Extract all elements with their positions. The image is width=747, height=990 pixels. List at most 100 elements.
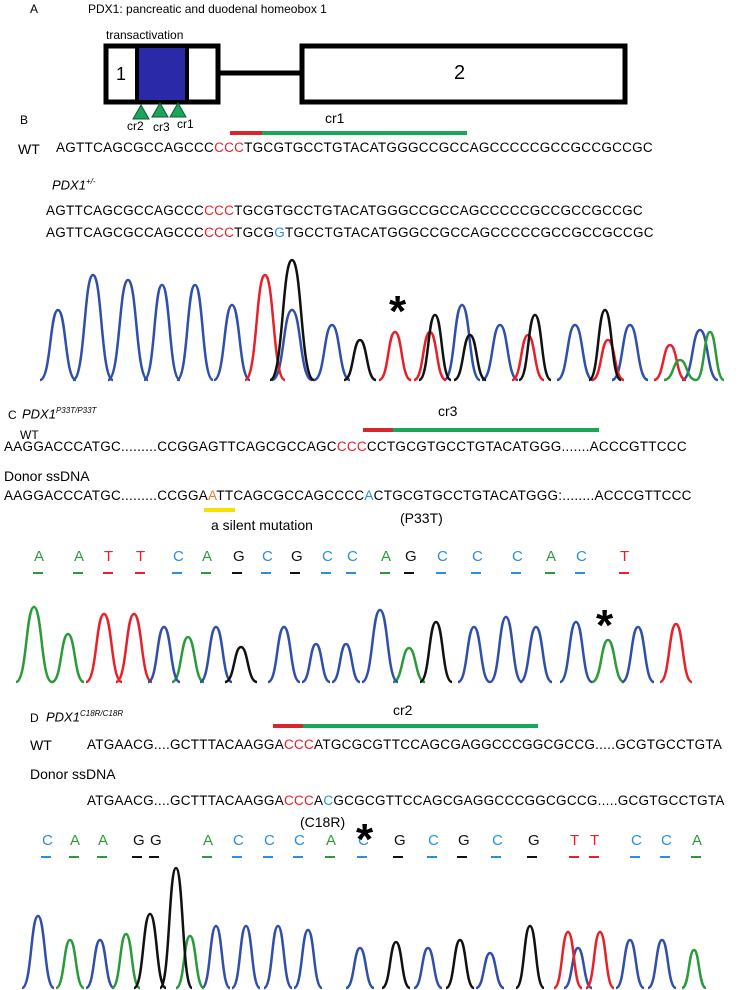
guide-label-cr3-c: cr3	[438, 403, 458, 419]
base-tick	[33, 572, 43, 574]
base-call: A	[98, 832, 109, 849]
pam-bar-c	[363, 428, 393, 432]
base-call: G	[150, 832, 162, 849]
base-tick	[527, 856, 537, 858]
asterisk-b: *	[389, 287, 407, 336]
base-call: A	[203, 832, 214, 849]
base-call: G	[405, 548, 417, 565]
wt-label-d: WT	[30, 737, 52, 753]
base-call: C	[358, 832, 369, 849]
base-tick	[545, 572, 555, 574]
base-call: G	[528, 832, 540, 849]
base-call: T	[590, 832, 600, 849]
base-call: C	[322, 548, 333, 565]
base-tick	[357, 856, 367, 858]
base-tick	[135, 572, 145, 574]
base-tick	[569, 856, 579, 858]
base-call: A	[34, 548, 45, 565]
base-tick	[97, 856, 107, 858]
base-tick	[132, 856, 142, 858]
base-call: A	[74, 548, 85, 565]
base-call: A	[326, 832, 337, 849]
guide-bar-c	[393, 428, 599, 432]
trace-black	[268, 258, 623, 382]
base-tick	[69, 856, 79, 858]
base-tick	[73, 572, 83, 574]
guide-bar-d	[303, 724, 538, 728]
trace-blue	[39, 273, 719, 382]
base-tick	[325, 856, 335, 858]
base-call: C	[512, 548, 523, 565]
base-call: T	[104, 548, 114, 565]
guide-arrow-cr3	[151, 101, 169, 118]
donor-label-c: Donor ssDNA	[4, 468, 90, 484]
silent-mutation-label: a silent mutation	[211, 517, 313, 533]
base-call: G	[133, 832, 145, 849]
guide-label-cr1-b: cr1	[325, 110, 345, 126]
base-call: C	[262, 548, 273, 565]
base-tick	[346, 572, 356, 574]
base-call: T	[570, 832, 580, 849]
gene-title: PDX1: pancreatic and duodenal homeobox 1	[88, 2, 327, 16]
genotype-c: PDX1P33T/P33T	[22, 406, 97, 422]
base-call: C	[472, 548, 483, 565]
base-tick	[290, 572, 300, 574]
base-call: A	[202, 548, 213, 565]
guide-label-cr2-d: cr2	[393, 702, 413, 718]
base-tick	[201, 572, 211, 574]
base-tick	[471, 572, 481, 574]
wt-sequence-d: ATGAACG....GCTTTACAAGGACCCATGCGCGTTCCAGC…	[87, 737, 723, 752]
base-call: C	[294, 832, 305, 849]
base-tick	[202, 856, 212, 858]
silent-mutation-highlight	[204, 508, 235, 512]
base-tick	[660, 856, 670, 858]
panel-label-d: D	[30, 711, 39, 725]
base-tick	[263, 856, 273, 858]
trace-blue	[147, 608, 655, 684]
trace-red	[552, 930, 616, 990]
donor-label-d: Donor ssDNA	[30, 766, 116, 782]
asterisk-c: *	[596, 601, 614, 650]
base-call: C	[492, 832, 503, 849]
base-tick	[404, 572, 414, 574]
trace-green	[663, 330, 725, 382]
trace-green	[15, 605, 625, 684]
base-call: C	[661, 832, 672, 849]
trace-blue	[20, 914, 677, 990]
pam-bar-d	[273, 724, 303, 728]
base-tick	[491, 856, 501, 858]
guide-arrow-cr1	[169, 101, 187, 118]
trace-green	[55, 932, 707, 990]
base-tick	[103, 572, 113, 574]
base-call: T	[136, 548, 146, 565]
exon-2-label: 2	[454, 62, 466, 84]
base-call: C	[347, 548, 358, 565]
base-tick	[393, 856, 403, 858]
guide-bar-b	[262, 131, 467, 135]
base-tick	[172, 572, 182, 574]
base-tick	[41, 856, 51, 858]
panel-label-b: B	[20, 113, 29, 127]
base-call: A	[381, 548, 392, 565]
chromatogram-b	[39, 258, 725, 382]
base-call: A	[70, 832, 81, 849]
base-call: C	[576, 548, 587, 565]
base-call: G	[394, 832, 406, 849]
guide-arrow-cr2	[132, 103, 150, 120]
base-tick	[575, 572, 585, 574]
base-tick	[293, 856, 303, 858]
base-call: A	[546, 548, 557, 565]
base-tick	[691, 856, 701, 858]
base-tick	[619, 572, 629, 574]
chromatogram-d	[20, 866, 707, 990]
trace-black	[132, 866, 546, 990]
donor-sequence-d: ATGAACG....GCTTTACAAGGACCCACGCGCGTTCCAGC…	[87, 793, 725, 808]
wt-sequence-c: AAGGACCCATGC.........CCGGAGTTCAGCGCCAGCC…	[4, 439, 687, 454]
genotype-b: PDX1+/-	[52, 177, 96, 193]
exon-1-label: 1	[116, 64, 127, 84]
guide-label-cr1: cr1	[177, 117, 194, 131]
base-tick	[630, 856, 640, 858]
base-call: T	[620, 548, 630, 565]
base-call: C	[173, 548, 184, 565]
guide-label-cr3: cr3	[153, 120, 170, 134]
